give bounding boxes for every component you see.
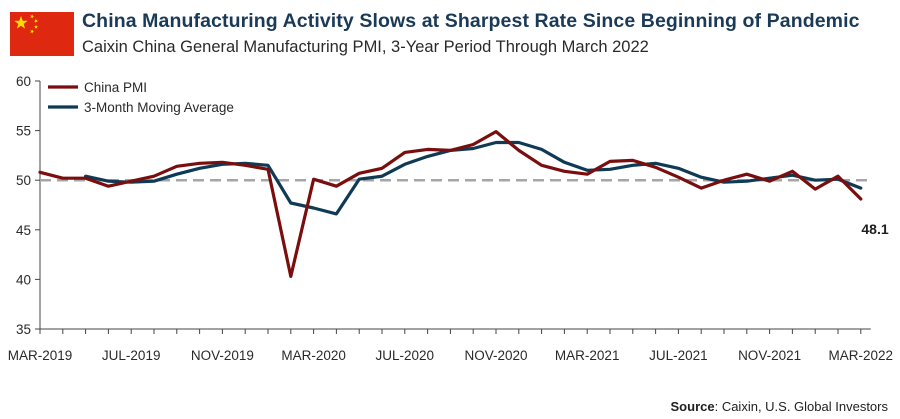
flag-star-icon	[33, 19, 38, 24]
x-tick-label: NOV-2021	[738, 348, 801, 363]
y-tick-label: 35	[16, 322, 31, 337]
x-tick-label: JUL-2020	[376, 348, 435, 363]
y-tick-label: 40	[16, 272, 31, 287]
flag-stars	[14, 14, 39, 34]
x-tick-label: NOV-2019	[191, 348, 254, 363]
moving-average-line	[84, 140, 863, 216]
end-value-label: 48.1	[861, 221, 888, 237]
source-label: Source	[670, 399, 715, 414]
flag-star-icon	[30, 29, 35, 34]
flag-star-icon	[30, 14, 35, 19]
series-group	[38, 130, 863, 278]
y-tick-label: 45	[16, 223, 31, 238]
flag-star-icon	[14, 16, 28, 29]
flag-star-icon	[33, 24, 39, 29]
china-pmi-line	[38, 130, 863, 278]
x-tick-label: MAR-2022	[829, 348, 894, 363]
chart-title: China Manufacturing Activity Slows at Sh…	[82, 10, 860, 32]
x-tick-label: JUL-2021	[649, 348, 708, 363]
x-tick-label: MAR-2020	[281, 348, 346, 363]
y-tick-label: 60	[16, 74, 31, 89]
source-text: : Caixin, U.S. Global Investors	[714, 399, 888, 414]
y-tick-label: 55	[16, 124, 31, 139]
x-tick-label: MAR-2021	[555, 348, 620, 363]
legend-label: China PMI	[84, 80, 147, 95]
y-tick-label: 50	[16, 173, 31, 188]
annotations: 48.1	[861, 221, 888, 237]
chart-subtitle: Caixin China General Manufacturing PMI, …	[82, 38, 649, 56]
x-axis: MAR-2019 JUL-2019 NOV-2019 MAR-2020 JUL-2020…	[8, 328, 894, 363]
china-flag-icon	[10, 12, 74, 56]
source-note: Source: Caixin, U.S. Global Investors	[671, 399, 888, 414]
x-tick-label: JUL-2019	[102, 348, 161, 363]
x-tick-label: MAR-2019	[8, 348, 73, 363]
legend-label: 3-Month Moving Average	[84, 100, 234, 115]
x-tick-label: NOV-2020	[464, 348, 527, 363]
y-axis: 35 40 45 50 55 60	[16, 74, 41, 337]
legend: China PMI 3-Month Moving Average	[48, 80, 234, 115]
